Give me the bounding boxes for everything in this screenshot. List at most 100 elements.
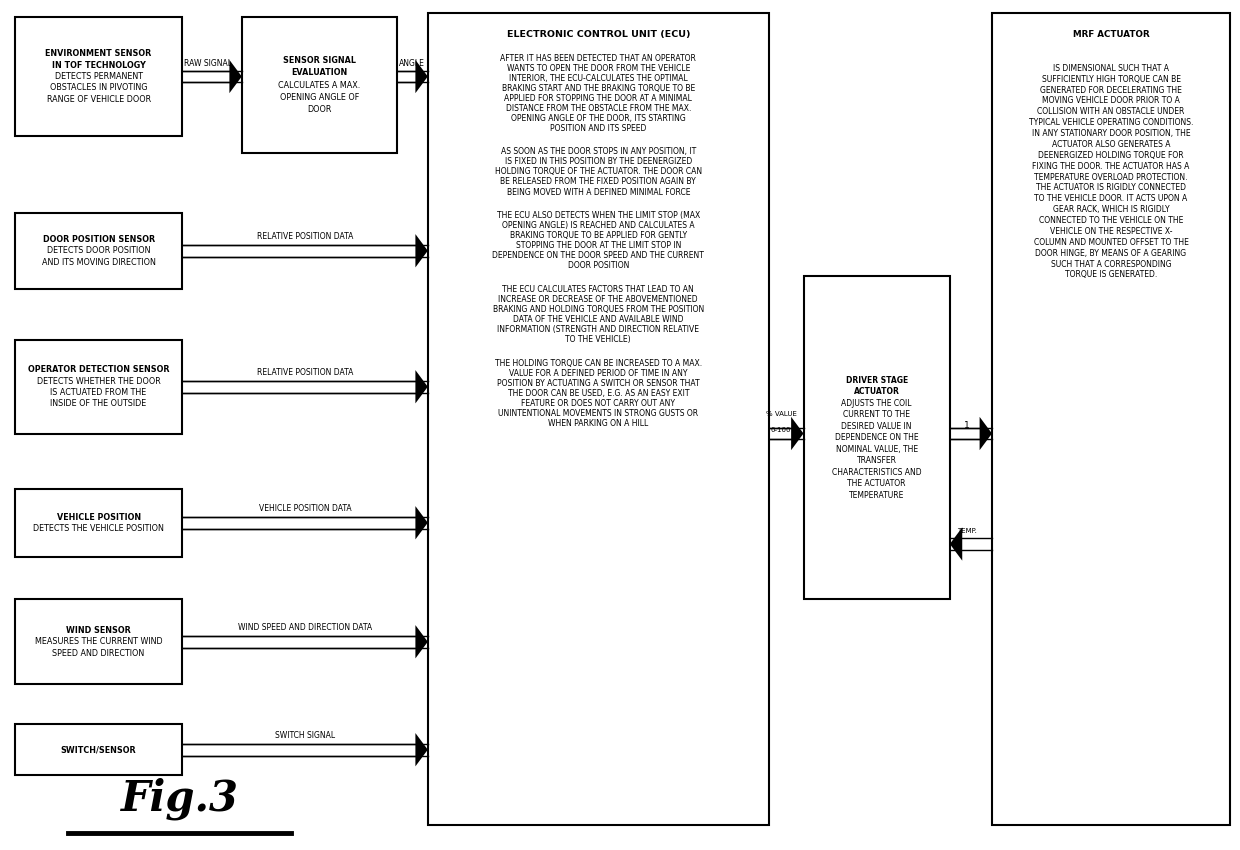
Polygon shape: [950, 527, 962, 561]
Text: DETECTS DOOR POSITION: DETECTS DOOR POSITION: [47, 246, 150, 255]
Text: THE ECU CALCULATES FACTORS THAT LEAD TO AN: THE ECU CALCULATES FACTORS THAT LEAD TO …: [502, 285, 694, 294]
Text: THE DOOR CAN BE USED, E.G. AS AN EASY EXIT: THE DOOR CAN BE USED, E.G. AS AN EASY EX…: [507, 388, 689, 398]
Text: WIND SENSOR: WIND SENSOR: [66, 626, 131, 635]
Text: DOOR POSITION SENSOR: DOOR POSITION SENSOR: [42, 235, 155, 244]
Text: FIXING THE DOOR. THE ACTUATOR HAS A: FIXING THE DOOR. THE ACTUATOR HAS A: [1033, 162, 1189, 171]
Text: WANTS TO OPEN THE DOOR FROM THE VEHICLE: WANTS TO OPEN THE DOOR FROM THE VEHICLE: [507, 64, 689, 72]
Text: CHARACTERISTICS AND: CHARACTERISTICS AND: [832, 468, 921, 477]
Text: IS DIMENSIONAL SUCH THAT A: IS DIMENSIONAL SUCH THAT A: [1053, 64, 1169, 73]
Text: COLUMN AND MOUNTED OFFSET TO THE: COLUMN AND MOUNTED OFFSET TO THE: [1034, 238, 1188, 246]
Text: RANGE OF VEHICLE DOOR: RANGE OF VEHICLE DOOR: [47, 95, 150, 104]
Text: GEAR RACK, WHICH IS RIGIDLY: GEAR RACK, WHICH IS RIGIDLY: [1053, 205, 1169, 214]
Polygon shape: [415, 625, 428, 659]
Text: UNINTENTIONAL MOVEMENTS IN STRONG GUSTS OR: UNINTENTIONAL MOVEMENTS IN STRONG GUSTS …: [498, 409, 698, 418]
Polygon shape: [229, 60, 242, 94]
Bar: [804, 276, 950, 599]
Text: DETECTS WHETHER THE DOOR: DETECTS WHETHER THE DOOR: [37, 377, 160, 386]
Text: SPEED AND DIRECTION: SPEED AND DIRECTION: [52, 649, 145, 658]
Text: DEPENDENCE ON THE: DEPENDENCE ON THE: [835, 434, 919, 442]
Text: BE RELEASED FROM THE FIXED POSITION AGAIN BY: BE RELEASED FROM THE FIXED POSITION AGAI…: [501, 178, 696, 186]
Text: CURRENT TO THE: CURRENT TO THE: [843, 411, 910, 419]
Bar: [992, 13, 1230, 824]
Text: INSIDE OF THE OUTSIDE: INSIDE OF THE OUTSIDE: [51, 400, 146, 409]
Bar: [428, 13, 769, 824]
Text: DOOR POSITION: DOOR POSITION: [568, 261, 629, 270]
Text: Fig.3: Fig.3: [120, 778, 239, 820]
Bar: [242, 17, 397, 153]
Polygon shape: [980, 416, 992, 450]
Text: ADJUSTS THE COIL: ADJUSTS THE COIL: [842, 399, 911, 408]
Text: APPLIED FOR STOPPING THE DOOR AT A MINIMAL: APPLIED FOR STOPPING THE DOOR AT A MINIM…: [505, 94, 692, 103]
Text: 1: 1: [965, 421, 970, 429]
Text: DOOR: DOOR: [308, 105, 331, 114]
Text: GENERATED FOR DECELERATING THE: GENERATED FOR DECELERATING THE: [1040, 86, 1182, 94]
Text: TORQUE IS GENERATED.: TORQUE IS GENERATED.: [1065, 270, 1157, 280]
Text: OBSTACLES IN PIVOTING: OBSTACLES IN PIVOTING: [50, 83, 148, 93]
Text: TO THE VEHICLE DOOR. IT ACTS UPON A: TO THE VEHICLE DOOR. IT ACTS UPON A: [1034, 195, 1188, 203]
Text: OPENING ANGLE OF: OPENING ANGLE OF: [280, 93, 358, 102]
Polygon shape: [415, 733, 428, 767]
Text: HOLDING TORQUE OF THE ACTUATOR. THE DOOR CAN: HOLDING TORQUE OF THE ACTUATOR. THE DOOR…: [495, 167, 702, 177]
Text: AFTER IT HAS BEEN DETECTED THAT AN OPERATOR: AFTER IT HAS BEEN DETECTED THAT AN OPERA…: [501, 54, 696, 63]
Text: THE ECU ALSO DETECTS WHEN THE LIMIT STOP (MAX: THE ECU ALSO DETECTS WHEN THE LIMIT STOP…: [497, 211, 699, 220]
Text: EVALUATION: EVALUATION: [291, 68, 347, 77]
Text: THE ACTUATOR IS RIGIDLY CONNECTED: THE ACTUATOR IS RIGIDLY CONNECTED: [1037, 184, 1185, 192]
Text: SUFFICIENTLY HIGH TORQUE CAN BE: SUFFICIENTLY HIGH TORQUE CAN BE: [1042, 75, 1180, 83]
Text: DRIVER STAGE: DRIVER STAGE: [846, 376, 908, 385]
Text: SENSOR SIGNAL: SENSOR SIGNAL: [283, 56, 356, 65]
Text: MEASURES THE CURRENT WIND: MEASURES THE CURRENT WIND: [35, 638, 162, 646]
Text: WIND SPEED AND DIRECTION DATA: WIND SPEED AND DIRECTION DATA: [238, 623, 372, 632]
Polygon shape: [415, 370, 428, 404]
Polygon shape: [415, 234, 428, 268]
Text: DEENERGIZED HOLDING TORQUE FOR: DEENERGIZED HOLDING TORQUE FOR: [1038, 150, 1184, 160]
Text: % VALUE: % VALUE: [766, 411, 796, 416]
Text: TO THE VEHICLE): TO THE VEHICLE): [565, 335, 631, 344]
Text: AS SOON AS THE DOOR STOPS IN ANY POSITION, IT: AS SOON AS THE DOOR STOPS IN ANY POSITIO…: [501, 147, 696, 156]
Text: THE HOLDING TORQUE CAN BE INCREASED TO A MAX.: THE HOLDING TORQUE CAN BE INCREASED TO A…: [495, 359, 702, 368]
Text: IS ACTUATED FROM THE: IS ACTUATED FROM THE: [51, 388, 146, 397]
Text: INCREASE OR DECREASE OF THE ABOVEMENTIONED: INCREASE OR DECREASE OF THE ABOVEMENTION…: [498, 295, 698, 304]
Polygon shape: [791, 416, 804, 450]
Text: DETECTS THE VEHICLE POSITION: DETECTS THE VEHICLE POSITION: [33, 524, 164, 533]
Text: ENVIRONMENT SENSOR: ENVIRONMENT SENSOR: [46, 49, 151, 58]
Text: INTERIOR, THE ECU-CALCULATES THE OPTIMAL: INTERIOR, THE ECU-CALCULATES THE OPTIMAL: [508, 74, 688, 82]
Polygon shape: [415, 506, 428, 540]
Text: POSITION AND ITS SPEED: POSITION AND ITS SPEED: [551, 124, 646, 133]
Text: SWITCH SIGNAL: SWITCH SIGNAL: [275, 731, 335, 740]
Text: OPERATOR DETECTION SENSOR: OPERATOR DETECTION SENSOR: [27, 365, 170, 374]
Text: TEMP.: TEMP.: [957, 528, 977, 534]
Text: RELATIVE POSITION DATA: RELATIVE POSITION DATA: [257, 232, 353, 241]
Text: 0-100: 0-100: [771, 427, 791, 433]
Bar: [15, 340, 182, 434]
Text: RELATIVE POSITION DATA: RELATIVE POSITION DATA: [257, 368, 353, 377]
Text: TYPICAL VEHICLE OPERATING CONDITIONS.: TYPICAL VEHICLE OPERATING CONDITIONS.: [1029, 118, 1193, 127]
Text: ACTUATOR ALSO GENERATES A: ACTUATOR ALSO GENERATES A: [1052, 140, 1171, 149]
Text: FEATURE OR DOES NOT CARRY OUT ANY: FEATURE OR DOES NOT CARRY OUT ANY: [521, 399, 676, 408]
Text: BRAKING AND HOLDING TORQUES FROM THE POSITION: BRAKING AND HOLDING TORQUES FROM THE POS…: [492, 305, 704, 314]
Bar: [15, 599, 182, 684]
Text: BEING MOVED WITH A DEFINED MINIMAL FORCE: BEING MOVED WITH A DEFINED MINIMAL FORCE: [507, 188, 689, 196]
Text: ANGLE: ANGLE: [399, 59, 424, 68]
Text: DOOR HINGE, BY MEANS OF A GEARING: DOOR HINGE, BY MEANS OF A GEARING: [1035, 249, 1187, 258]
Text: TEMPERATURE: TEMPERATURE: [849, 490, 904, 500]
Text: IS FIXED IN THIS POSITION BY THE DEENERGIZED: IS FIXED IN THIS POSITION BY THE DEENERG…: [505, 157, 692, 167]
Text: SWITCH/SENSOR: SWITCH/SENSOR: [61, 745, 136, 754]
Text: BRAKING TORQUE TO BE APPLIED FOR GENTLY: BRAKING TORQUE TO BE APPLIED FOR GENTLY: [510, 231, 687, 241]
Text: THE ACTUATOR: THE ACTUATOR: [847, 479, 906, 488]
Text: ACTUATOR: ACTUATOR: [854, 388, 899, 396]
Bar: [15, 17, 182, 136]
Text: IN TOF TECHNOLOGY: IN TOF TECHNOLOGY: [52, 60, 145, 70]
Text: VEHICLE POSITION DATA: VEHICLE POSITION DATA: [259, 504, 351, 513]
Text: CONNECTED TO THE VEHICLE ON THE: CONNECTED TO THE VEHICLE ON THE: [1039, 216, 1183, 225]
Text: STOPPING THE DOOR AT THE LIMIT STOP IN: STOPPING THE DOOR AT THE LIMIT STOP IN: [516, 241, 681, 250]
Bar: [15, 489, 182, 557]
Text: BRAKING START AND THE BRAKING TORQUE TO BE: BRAKING START AND THE BRAKING TORQUE TO …: [502, 83, 694, 93]
Text: VALUE FOR A DEFINED PERIOD OF TIME IN ANY: VALUE FOR A DEFINED PERIOD OF TIME IN AN…: [510, 369, 687, 377]
Text: VEHICLE ON THE RESPECTIVE X-: VEHICLE ON THE RESPECTIVE X-: [1050, 227, 1172, 236]
Text: COLLISION WITH AN OBSTACLE UNDER: COLLISION WITH AN OBSTACLE UNDER: [1038, 107, 1184, 116]
Text: OPENING ANGLE) IS REACHED AND CALCULATES A: OPENING ANGLE) IS REACHED AND CALCULATES…: [502, 221, 694, 230]
Text: OPENING ANGLE OF THE DOOR, ITS STARTING: OPENING ANGLE OF THE DOOR, ITS STARTING: [511, 114, 686, 122]
Text: VEHICLE POSITION: VEHICLE POSITION: [57, 513, 140, 522]
Bar: [15, 724, 182, 775]
Bar: [15, 212, 182, 289]
